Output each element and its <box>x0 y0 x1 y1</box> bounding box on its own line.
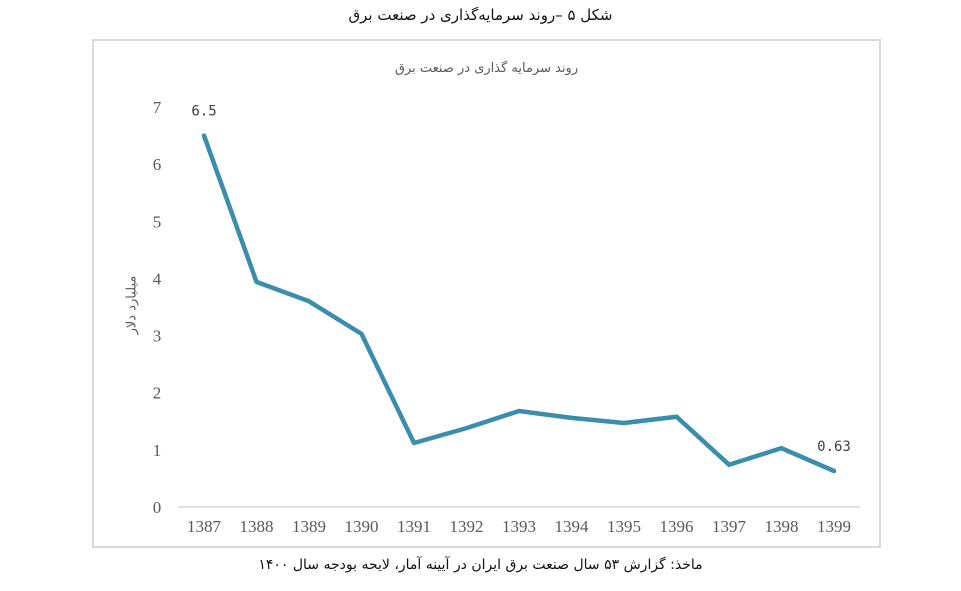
y-tick-label: 4 <box>153 269 162 288</box>
figure-source: ماخذ: گزارش ۵۳ سال صنعت برق ایران در آیی… <box>258 557 703 573</box>
x-tick-label: 1391 <box>397 517 431 536</box>
y-tick-label: 1 <box>153 441 162 460</box>
x-tick-label: 1390 <box>345 517 379 536</box>
x-tick-label: 1395 <box>607 517 641 536</box>
x-axis-ticks: 1387 1388 1389 1390 1391 1392 1393 1394 1395 1396… <box>187 517 851 536</box>
y-tick-label: 7 <box>153 98 162 117</box>
x-tick-label: 1387 <box>187 517 222 536</box>
x-tick-label: 1396 <box>660 517 694 536</box>
x-tick-label: 1389 <box>292 517 326 536</box>
chart-title: روند سرمایه گذاری در صنعت برق <box>394 61 579 76</box>
y-tick-label: 5 <box>153 212 162 231</box>
y-tick-label: 0 <box>153 498 162 517</box>
data-label: 6.5 <box>191 104 216 120</box>
chart-frame <box>92 39 881 548</box>
investment-series-line <box>201 133 837 474</box>
x-tick-label: 1392 <box>450 517 484 536</box>
x-tick-label: 1397 <box>712 517 747 536</box>
y-tick-label: 6 <box>153 155 162 174</box>
y-axis-ticks: 0 1 2 3 4 5 6 7 <box>153 98 162 517</box>
x-tick-label: 1399 <box>817 517 851 536</box>
x-tick-label: 1398 <box>765 517 799 536</box>
data-label: 0.63 <box>817 439 851 455</box>
x-tick-label: 1393 <box>502 517 536 536</box>
x-tick-label: 1388 <box>240 517 274 536</box>
figure-caption: شکل ۵ –روند سرمایه‌گذاری در صنعت برق <box>348 6 613 24</box>
x-tick-label: 1394 <box>555 517 590 536</box>
y-tick-label: 2 <box>153 384 162 403</box>
data-labels: 6.5 0.63 <box>191 104 851 455</box>
y-tick-label: 3 <box>153 327 162 346</box>
